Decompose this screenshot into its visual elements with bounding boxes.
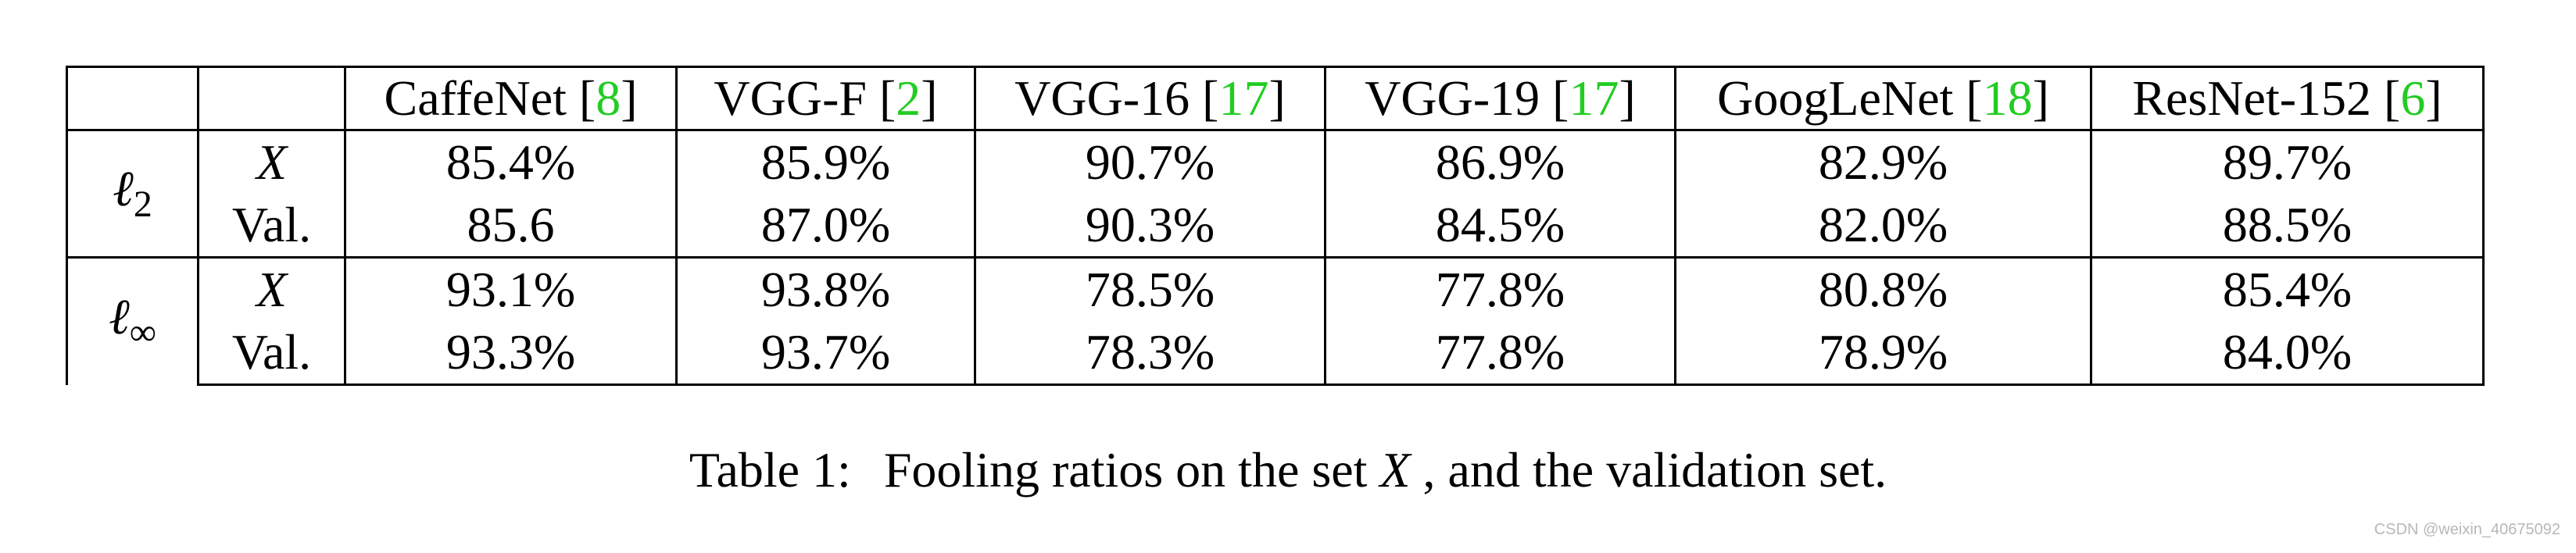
watermark: CSDN @weixin_40675092	[2374, 521, 2560, 538]
fooling-ratio-cell: 86.9%	[1324, 129, 1676, 194]
citation-ref: 18	[1982, 70, 2033, 126]
fooling-ratio-cell: 88.5%	[2090, 194, 2485, 259]
table-row: ℓ∞ X 93.1% 93.8% 78.5% 77.8% 80.8% 85.4%	[66, 256, 2485, 385]
header-empty-cell	[197, 66, 346, 131]
norm-cell: ℓ∞	[66, 256, 199, 385]
caption-prefix: Table 1:	[689, 442, 851, 498]
fooling-ratio-cell: 93.7%	[675, 321, 976, 386]
model-header: ResNet-152 [6]	[2090, 66, 2485, 131]
fooling-ratio-cell: 93.1%	[344, 256, 678, 321]
set-label: X	[197, 129, 346, 194]
fooling-ratio-cell: 90.3%	[974, 194, 1326, 259]
fooling-ratio-cell: 93.3%	[344, 321, 678, 386]
citation-ref: 17	[1569, 70, 1619, 126]
norm-symbol: ℓ	[113, 161, 134, 216]
model-header: VGG-19 [17]	[1324, 66, 1676, 131]
fooling-ratio-cell: 77.8%	[1324, 321, 1676, 386]
model-header: VGG-F [2]	[675, 66, 976, 131]
norm-subscript: ∞	[129, 311, 156, 353]
model-name: ResNet-152	[2132, 70, 2372, 126]
model-name: CaffeNet	[384, 70, 567, 126]
caption-text-before: Fooling ratios on the set	[883, 442, 1380, 498]
fooling-ratio-cell: 78.3%	[974, 321, 1326, 386]
fooling-ratio-cell: 85.9%	[675, 129, 976, 194]
fooling-ratio-cell: 84.5%	[1324, 194, 1676, 259]
model-header: GoogLeNet [18]	[1674, 66, 2092, 131]
fooling-ratio-cell: 80.8%	[1674, 256, 2092, 321]
fooling-ratio-cell: 93.8%	[675, 256, 976, 321]
header-row: CaffeNet [8] VGG-F [2] VGG-16 [17] VGG-19 […	[66, 66, 2485, 131]
fooling-ratio-cell: 77.8%	[1324, 256, 1676, 321]
norm-subscript: 2	[133, 184, 152, 225]
set-label: Val.	[197, 321, 346, 386]
model-header: CaffeNet [8]	[344, 66, 678, 131]
norm-symbol: ℓ	[109, 288, 130, 344]
caption-math-x: X	[1379, 442, 1411, 498]
model-name: VGG-19	[1365, 70, 1540, 126]
fooling-ratio-cell: 78.9%	[1674, 321, 2092, 386]
table-row: Val. 93.3% 93.7% 78.3% 77.8% 78.9% 84.0%	[67, 321, 2485, 386]
model-name: GoogLeNet	[1717, 70, 1954, 126]
table-row: Val. 85.6 87.0% 90.3% 84.5% 82.0% 88.5%	[67, 194, 2485, 259]
table-row: ℓ2 X 85.4% 85.9% 90.7% 86.9% 82.9% 89.7%	[66, 129, 2485, 258]
results-table: CaffeNet [8] VGG-F [2] VGG-16 [17] VGG-19 […	[66, 66, 2485, 386]
fooling-ratio-cell: 78.5%	[974, 256, 1326, 321]
fooling-ratio-cell: 85.6	[344, 194, 678, 259]
fooling-ratio-cell: 82.0%	[1674, 194, 2092, 259]
norm-cell: ℓ2	[66, 129, 199, 258]
header-empty-cell	[66, 66, 199, 131]
citation-ref: 17	[1218, 70, 1269, 126]
fooling-ratio-cell: 82.9%	[1674, 129, 2092, 194]
set-label: X	[197, 256, 346, 321]
citation-ref: 8	[596, 70, 621, 126]
fooling-ratio-cell: 85.4%	[344, 129, 678, 194]
fooling-ratio-cell: 85.4%	[2090, 256, 2485, 321]
model-header: VGG-16 [17]	[974, 66, 1326, 131]
citation-ref: 2	[896, 70, 921, 126]
citation-ref: 6	[2400, 70, 2426, 126]
fooling-ratio-cell: 84.0%	[2090, 321, 2485, 386]
fooling-ratio-cell: 87.0%	[675, 194, 976, 259]
table-caption: Table 1: Fooling ratios on the set X , a…	[0, 445, 2576, 495]
fooling-ratio-cell: 90.7%	[974, 129, 1326, 194]
set-label: Val.	[197, 194, 346, 259]
caption-text-after: , and the validation set.	[1422, 442, 1887, 498]
model-name: VGG-16	[1014, 70, 1190, 126]
model-name: VGG-F	[714, 70, 867, 126]
fooling-ratio-cell: 89.7%	[2090, 129, 2485, 194]
